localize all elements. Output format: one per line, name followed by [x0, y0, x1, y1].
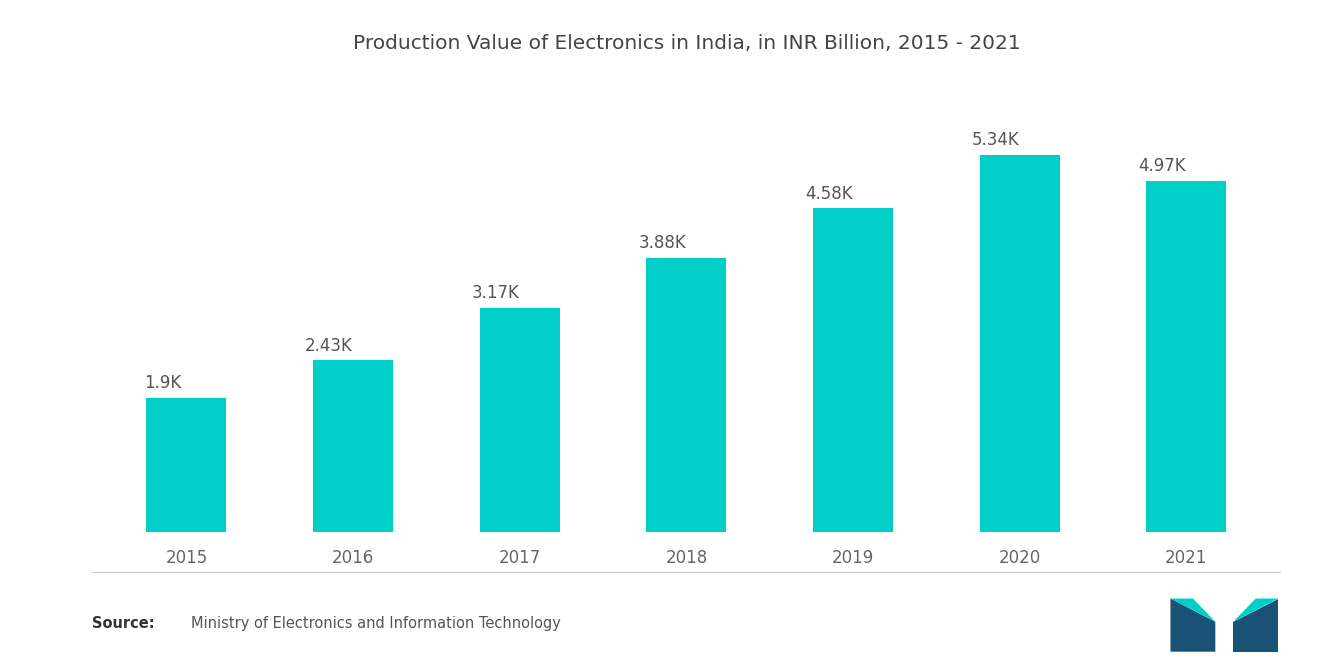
- Text: 3.17K: 3.17K: [471, 285, 520, 303]
- Bar: [647, 258, 726, 532]
- Bar: [1146, 181, 1226, 532]
- Text: Source:: Source:: [92, 616, 154, 632]
- Text: 1.9K: 1.9K: [144, 374, 181, 392]
- Bar: [313, 360, 393, 532]
- Title: Production Value of Electronics in India, in INR Billion, 2015 - 2021: Production Value of Electronics in India…: [352, 34, 1020, 53]
- Text: 3.88K: 3.88K: [639, 234, 686, 252]
- Polygon shape: [1233, 598, 1278, 622]
- Bar: [479, 308, 560, 532]
- Text: 4.97K: 4.97K: [1139, 157, 1187, 175]
- Text: 4.58K: 4.58K: [805, 185, 853, 203]
- Bar: [813, 208, 894, 532]
- Text: 5.34K: 5.34K: [972, 131, 1019, 149]
- Polygon shape: [1233, 598, 1278, 652]
- Text: 2.43K: 2.43K: [305, 336, 352, 354]
- Polygon shape: [1171, 598, 1216, 622]
- Text: Ministry of Electronics and Information Technology: Ministry of Electronics and Information …: [191, 616, 561, 632]
- Bar: [147, 398, 227, 532]
- Polygon shape: [1171, 598, 1216, 652]
- Bar: [979, 155, 1060, 532]
